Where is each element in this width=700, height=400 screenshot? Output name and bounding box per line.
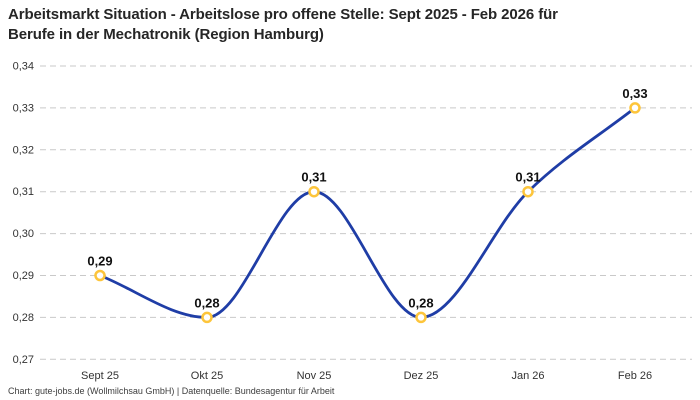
data-point-label: 0,28	[408, 295, 433, 310]
series-line	[98, 106, 637, 319]
y-axis-tick-label: 0,34	[13, 61, 34, 73]
x-axis-tick-label: Feb 26	[618, 370, 652, 382]
data-point-label: 0,33	[622, 86, 647, 101]
x-axis-tick-label: Okt 25	[191, 370, 223, 382]
x-axis-tick-label: Jan 26	[511, 370, 544, 382]
chart-title-line2: Berufe in der Mechatronik (Region Hambur…	[8, 26, 324, 43]
y-axis-tick-label: 0,29	[13, 270, 34, 282]
data-point-marker	[415, 311, 427, 324]
data-point-label: 0,29	[87, 254, 112, 269]
y-axis-tick-label: 0,32	[13, 144, 34, 156]
y-axis-tick-label: 0,27	[13, 354, 34, 366]
chart-title-line1: Arbeitsmarkt Situation - Arbeitslose pro…	[8, 6, 558, 23]
y-axis-tick-label: 0,30	[13, 228, 34, 240]
data-point-marker	[201, 311, 213, 324]
chart-footer: Chart: gute-jobs.de (Wollmilchsau GmbH) …	[8, 386, 335, 396]
x-axis-tick-label: Dez 25	[404, 370, 439, 382]
data-point-marker	[308, 185, 320, 198]
data-point-label: 0,28	[194, 295, 219, 310]
y-axis-tick-label: 0,33	[13, 102, 34, 114]
data-point-marker	[94, 269, 106, 282]
y-axis-tick-label: 0,31	[13, 186, 34, 198]
chart-title: Arbeitsmarkt Situation - Arbeitslose pro…	[8, 5, 558, 45]
y-axis-tick-label: 0,28	[13, 312, 34, 324]
x-axis-tick-label: Sept 25	[81, 370, 119, 382]
x-axis-tick-label: Nov 25	[297, 370, 332, 382]
data-point-marker	[629, 102, 641, 114]
data-point-marker	[522, 185, 534, 198]
data-point-label: 0,31	[515, 170, 540, 185]
data-point-label: 0,31	[301, 170, 326, 185]
